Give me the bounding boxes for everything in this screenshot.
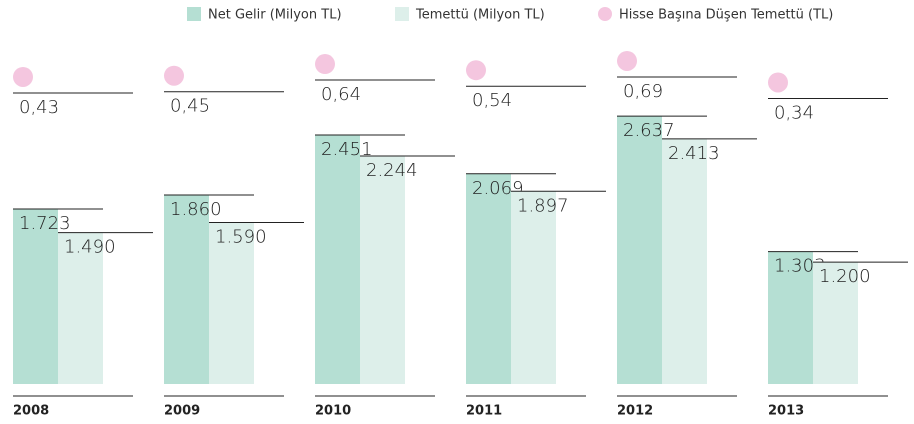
bar: [315, 134, 360, 384]
value-label: 2.451: [321, 139, 373, 160]
legend-swatch: [395, 7, 409, 21]
value-label: 1.897: [517, 195, 569, 216]
x-tick-label: 2013: [768, 404, 804, 419]
dot: [13, 66, 33, 87]
bar: [58, 232, 103, 384]
x-tick-label: 2011: [466, 404, 502, 419]
bar: [13, 208, 58, 384]
value-label: 1.200: [819, 266, 871, 287]
bar: [164, 195, 209, 384]
value-label: 1.860: [170, 199, 222, 220]
bar: [209, 222, 254, 384]
value-label: 0,34: [774, 102, 814, 123]
value-label: 2.244: [366, 160, 418, 181]
x-tick-label: 2012: [617, 404, 653, 419]
bar: [662, 138, 707, 384]
dot: [768, 72, 788, 93]
value-label: 0,69: [623, 81, 663, 102]
value-label: 2.413: [668, 143, 720, 164]
x-tick-label: 2010: [315, 404, 351, 419]
value-label: 2.069: [472, 178, 524, 199]
dot: [466, 60, 486, 81]
x-tick-label: 2009: [164, 404, 200, 419]
legend-swatch: [187, 7, 201, 21]
value-label: 1.303: [774, 256, 826, 277]
legend-swatch: [598, 7, 612, 21]
value-label: 1.723: [19, 213, 71, 234]
dot: [164, 65, 184, 86]
legend-label: Temettü (Milyon TL): [415, 8, 545, 23]
x-tick-label: 2008: [13, 404, 49, 419]
bar: [813, 262, 858, 384]
value-label: 0,43: [19, 97, 59, 118]
value-label: 0,45: [170, 96, 210, 117]
dot: [315, 54, 335, 75]
legend-label: Hisse Başına Düşen Temettü (TL): [619, 8, 833, 23]
value-label: 1.590: [215, 226, 267, 247]
value-label: 0,64: [321, 84, 361, 105]
value-label: 0,54: [472, 90, 512, 111]
dot: [617, 50, 637, 71]
bar: [768, 251, 813, 384]
bar: [511, 191, 556, 384]
bar: [466, 173, 511, 384]
bar: [617, 116, 662, 384]
value-label: 2.637: [623, 120, 675, 141]
value-label: 1.490: [64, 237, 116, 258]
legend-label: Net Gelir (Milyon TL): [208, 8, 342, 23]
bar: [360, 156, 405, 384]
